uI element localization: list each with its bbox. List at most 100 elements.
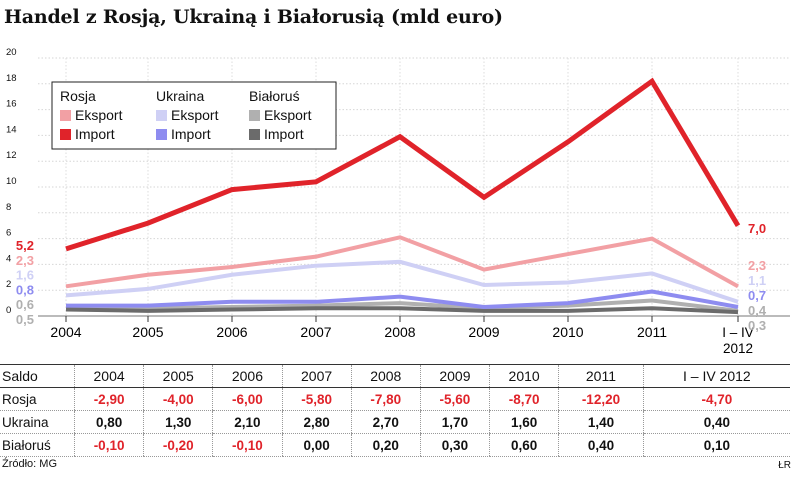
legend-entry-label: Import bbox=[75, 126, 115, 142]
saldo-value: 2,80 bbox=[303, 414, 330, 430]
series-line-ukraina-import bbox=[66, 289, 739, 309]
saldo-value: 0,40 bbox=[703, 414, 730, 430]
x-tick-label: I – IV bbox=[722, 325, 754, 340]
table-row: Ukraina 0,80 1,30 2,10 2,80 2,70 1,70 1,60 1,40 0… bbox=[0, 410, 790, 434]
legend-entry-label: Import bbox=[264, 126, 304, 142]
start-value-label: 0,5 bbox=[16, 312, 34, 327]
end-value-label: 0,7 bbox=[748, 288, 766, 303]
legend-swatch bbox=[249, 129, 260, 140]
saldo-row-label: Rosja bbox=[0, 387, 75, 411]
saldo-value: -0,10 bbox=[232, 437, 263, 453]
x-tick-label: 2011 bbox=[637, 324, 667, 340]
saldo-value: 0,80 bbox=[95, 414, 123, 430]
saldo-value: 2,70 bbox=[372, 414, 399, 430]
saldo-value: -6,00 bbox=[232, 391, 263, 407]
saldo-value: -8,70 bbox=[508, 391, 540, 407]
y-tick-label: 8 bbox=[6, 202, 11, 213]
end-value-label: 1,1 bbox=[748, 273, 766, 288]
saldo-value: -12,20 bbox=[581, 391, 621, 407]
end-value-label: 0,3 bbox=[748, 318, 766, 333]
legend-group-label: Białoruś bbox=[249, 88, 300, 104]
saldo-header-year: 2008 bbox=[350, 364, 421, 388]
saldo-header-year: 2004 bbox=[73, 364, 144, 388]
saldo-header-year: 2009 bbox=[419, 364, 490, 388]
x-tick-label: 2008 bbox=[384, 324, 415, 340]
saldo-header-year: 2005 bbox=[143, 364, 213, 388]
y-tick-label: 6 bbox=[6, 228, 11, 239]
start-value-labels: 5,22,31,60,80,60,5 bbox=[16, 238, 34, 327]
series-line-ukraina-eksport bbox=[65, 259, 739, 304]
saldo-value: -7,80 bbox=[370, 391, 402, 407]
series-lines bbox=[65, 77, 741, 315]
saldo-header-year: 2011 bbox=[558, 364, 644, 388]
saldo-value: 0,20 bbox=[372, 437, 399, 453]
y-tick-label: 20 bbox=[6, 47, 17, 58]
legend-group-label: Rosja bbox=[60, 88, 96, 104]
series-line-rosja-import bbox=[65, 77, 741, 252]
saldo-value: -4,00 bbox=[162, 391, 194, 407]
legend-swatch bbox=[60, 110, 71, 121]
y-tick-label: 18 bbox=[6, 73, 17, 84]
chart-title: Handel z Rosją, Ukrainą i Białorusią (ml… bbox=[4, 6, 503, 28]
x-tick-label: 2010 bbox=[552, 324, 583, 340]
legend: Rosja Ukraina Białoruś Eksport Import Eksport… bbox=[51, 81, 337, 150]
series-line-bialorus-import bbox=[65, 306, 739, 315]
saldo-value: 2,10 bbox=[234, 414, 261, 430]
x-tick-label: 2006 bbox=[216, 324, 247, 340]
table-row: Rosja -2,90 -4,00 -6,00 -5,80 -7,80 -5,60 -8,70… bbox=[0, 387, 790, 411]
y-tick-label: 0 bbox=[6, 305, 11, 316]
y-tick-label: 16 bbox=[6, 99, 17, 110]
table-row: Białoruś -0,10 -0,20 -0,10 0,00 0,20 0,30 0,60 0… bbox=[0, 433, 790, 457]
saldo-table: Saldo 2004 2005 2006 2007 2008 2009 2010 2011 I –… bbox=[0, 364, 790, 457]
start-value-label: 2,3 bbox=[16, 253, 34, 268]
y-tick-label: 2 bbox=[6, 279, 11, 290]
line-chart: 0 2 4 6 8 10 12 14 16 18 20 2004 2005 2006 2007 2008 20… bbox=[6, 47, 790, 356]
x-axis: 2004 2005 2006 2007 2008 2009 2010 2011 I – IV20… bbox=[50, 316, 754, 356]
saldo-value: 1,40 bbox=[587, 414, 615, 430]
legend-entry-label: Eksport bbox=[171, 107, 219, 123]
start-value-label: 1,6 bbox=[16, 268, 34, 283]
saldo-value: 1,60 bbox=[510, 414, 538, 430]
saldo-header-year: 2007 bbox=[281, 364, 352, 388]
y-tick-label: 10 bbox=[6, 176, 17, 187]
legend-group-label: Ukraina bbox=[156, 88, 204, 104]
saldo-value: -4,70 bbox=[701, 391, 733, 407]
legend-swatch bbox=[60, 129, 71, 140]
source-note: Źródło: MG bbox=[2, 458, 58, 470]
saldo-header-year: 2006 bbox=[212, 364, 283, 388]
start-value-label: 0,6 bbox=[16, 297, 34, 312]
legend-swatch bbox=[156, 110, 167, 121]
y-tick-label: 14 bbox=[6, 124, 17, 135]
x-tick-label: 2004 bbox=[50, 324, 81, 340]
saldo-value: 0,60 bbox=[510, 437, 538, 453]
saldo-value: -5,80 bbox=[301, 391, 332, 407]
legend-swatch bbox=[249, 110, 260, 121]
saldo-header-label: Saldo bbox=[0, 364, 75, 388]
saldo-header-year: 2010 bbox=[489, 364, 559, 388]
y-tick-label: 4 bbox=[6, 253, 11, 264]
saldo-value: 1,70 bbox=[441, 414, 469, 430]
saldo-value: 0,40 bbox=[587, 437, 615, 453]
end-value-label: 7,0 bbox=[748, 221, 766, 236]
saldo-value: -5,60 bbox=[439, 391, 471, 407]
saldo-value: 0,30 bbox=[441, 437, 469, 453]
legend-swatch bbox=[156, 129, 167, 140]
saldo-value: -0,20 bbox=[162, 437, 194, 453]
end-value-labels: 7,0 2,31,10,70,40,3 bbox=[748, 221, 767, 333]
y-tick-label: 12 bbox=[6, 150, 17, 161]
saldo-value: -0,10 bbox=[93, 437, 125, 453]
end-value-label: 2,3 bbox=[748, 258, 766, 273]
y-axis: 0 2 4 6 8 10 12 14 16 18 20 bbox=[6, 47, 17, 316]
saldo-row-label: Ukraina bbox=[0, 410, 75, 434]
start-value-label: 0,8 bbox=[16, 282, 34, 297]
legend-entry-label: Eksport bbox=[75, 107, 123, 123]
saldo-value: -2,90 bbox=[93, 391, 125, 407]
saldo-value: 1,30 bbox=[165, 414, 192, 430]
legend-entry-label: Eksport bbox=[264, 107, 312, 123]
x-tick-label: 2009 bbox=[468, 324, 499, 340]
x-tick-label: 2005 bbox=[132, 324, 163, 340]
saldo-value: 0,00 bbox=[303, 437, 330, 453]
saldo-header-year: I – IV 2012 bbox=[642, 364, 790, 388]
author-initials: ŁR bbox=[778, 460, 791, 471]
x-tick-label: 2007 bbox=[300, 324, 331, 340]
